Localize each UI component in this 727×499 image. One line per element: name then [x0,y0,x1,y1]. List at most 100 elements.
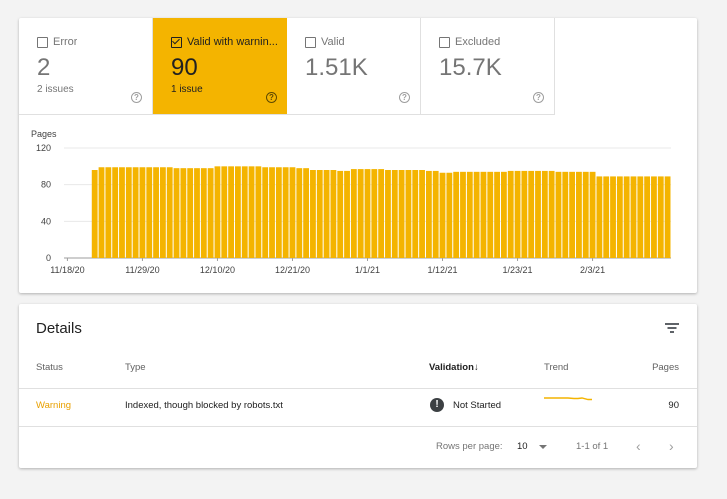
bar[interactable] [173,168,180,258]
bar[interactable] [214,166,221,258]
bar[interactable] [98,167,105,258]
bar[interactable] [623,176,630,258]
dropdown-arrow-icon[interactable] [539,445,547,449]
bar[interactable] [221,166,228,258]
bar[interactable] [166,167,173,258]
error-checkbox[interactable] [37,37,48,48]
tile-valid[interactable]: Valid 1.51K ? [287,18,421,114]
help-icon[interactable]: ? [533,92,544,103]
bar[interactable] [603,176,610,258]
bar[interactable] [610,176,616,258]
bar[interactable] [419,170,425,258]
bar[interactable] [480,171,487,258]
bar[interactable] [187,168,194,258]
help-icon[interactable]: ? [131,92,142,103]
bar[interactable] [651,176,657,258]
bar[interactable] [528,170,535,258]
tile-valid-with-warnings[interactable]: Valid with warnin... 90 1 issue ? [153,18,287,114]
bar[interactable] [119,167,125,258]
header-status[interactable]: Status [36,362,63,373]
bar[interactable] [507,170,514,258]
bar[interactable] [323,170,330,258]
bar[interactable] [555,171,562,258]
bar[interactable] [303,168,310,258]
bar[interactable] [350,169,357,258]
bar[interactable] [153,167,159,258]
bar[interactable] [521,170,528,258]
bar[interactable] [582,171,589,258]
valid-with-warnings-checkbox[interactable] [171,36,182,48]
excluded-checkbox[interactable] [439,37,450,48]
bar[interactable] [487,171,494,258]
bar[interactable] [630,176,637,258]
bar[interactable] [194,168,200,258]
bar[interactable] [460,171,466,258]
bar[interactable] [385,170,391,258]
bar[interactable] [132,167,139,258]
sort-arrow-icon[interactable]: ↓ [474,362,479,373]
rows-per-page-select[interactable]: 10 [517,441,528,452]
bar[interactable] [425,170,432,258]
bar[interactable] [296,168,303,258]
bar[interactable] [412,170,419,258]
bar[interactable] [391,170,398,258]
bar[interactable] [473,171,480,258]
tile-error[interactable]: Error 2 2 issues ? [19,18,153,114]
filter-icon[interactable] [665,322,679,334]
help-icon[interactable]: ? [266,92,277,103]
bar[interactable] [248,166,255,258]
bar[interactable] [364,169,371,258]
bar[interactable] [269,167,275,258]
bar[interactable] [569,171,576,258]
bar[interactable] [548,170,555,258]
bar[interactable] [466,171,473,258]
bar[interactable] [664,176,671,258]
bar[interactable] [432,170,439,258]
bar[interactable] [228,166,235,258]
header-pages[interactable]: Pages [652,362,679,373]
header-trend[interactable]: Trend [544,362,569,373]
bar[interactable] [262,167,269,258]
bar[interactable] [159,167,166,258]
bar[interactable] [235,166,241,258]
bar[interactable] [344,170,350,258]
bar[interactable] [644,176,651,258]
bar[interactable] [596,176,603,258]
bar[interactable] [180,168,187,258]
bar[interactable] [589,171,596,258]
bar[interactable] [330,170,337,258]
header-type[interactable]: Type [125,362,146,373]
bar[interactable] [337,170,344,258]
bar[interactable] [637,176,644,258]
bar[interactable] [105,167,112,258]
bar[interactable] [562,171,569,258]
next-page-button[interactable]: › [669,438,674,454]
bar[interactable] [514,170,521,258]
bar[interactable] [112,167,119,258]
bar[interactable] [535,170,541,258]
bar[interactable] [282,167,289,258]
bar[interactable] [541,170,548,258]
bar[interactable] [439,172,446,258]
bar[interactable] [616,176,623,258]
bar[interactable] [207,168,214,258]
bar[interactable] [357,169,364,258]
prev-page-button[interactable]: ‹ [636,438,641,454]
bar[interactable] [146,167,153,258]
bar[interactable] [275,167,282,258]
bar[interactable] [494,171,500,258]
bar[interactable] [371,169,378,258]
bar[interactable] [398,170,405,258]
bar[interactable] [316,170,323,258]
bar[interactable] [91,170,98,258]
help-icon[interactable]: ? [399,92,410,103]
bar[interactable] [310,170,316,258]
bar[interactable] [255,166,262,258]
bar[interactable] [200,168,207,258]
bar[interactable] [378,169,385,258]
tile-excluded[interactable]: Excluded 15.7K ? [421,18,555,114]
bar[interactable] [657,176,664,258]
header-validation[interactable]: Validation [429,362,474,373]
bar[interactable] [241,166,248,258]
bar[interactable] [289,167,296,258]
